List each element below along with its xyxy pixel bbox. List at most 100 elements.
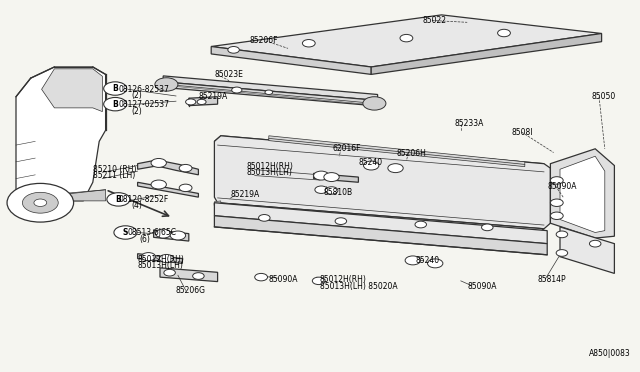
Polygon shape bbox=[160, 268, 218, 282]
Text: 85013H(LH): 85013H(LH) bbox=[246, 168, 292, 177]
Text: 85012H(RH): 85012H(RH) bbox=[246, 162, 293, 171]
Circle shape bbox=[104, 82, 127, 95]
Text: 85012H(RH): 85012H(RH) bbox=[320, 275, 367, 284]
Circle shape bbox=[364, 161, 379, 170]
Polygon shape bbox=[214, 216, 547, 255]
Circle shape bbox=[164, 269, 175, 276]
Circle shape bbox=[400, 34, 413, 42]
Text: 85012H(RH): 85012H(RH) bbox=[138, 255, 184, 264]
Circle shape bbox=[363, 97, 386, 110]
Circle shape bbox=[481, 224, 493, 231]
Polygon shape bbox=[371, 33, 602, 74]
Text: 85090A: 85090A bbox=[547, 182, 577, 190]
Circle shape bbox=[186, 99, 196, 105]
Circle shape bbox=[155, 78, 178, 91]
Circle shape bbox=[114, 226, 137, 239]
Polygon shape bbox=[214, 203, 544, 231]
Text: 85219A: 85219A bbox=[198, 92, 228, 101]
Text: 85240: 85240 bbox=[416, 256, 440, 265]
Polygon shape bbox=[269, 136, 525, 167]
Circle shape bbox=[179, 164, 192, 172]
Polygon shape bbox=[211, 15, 602, 67]
Circle shape bbox=[197, 99, 206, 105]
Polygon shape bbox=[211, 46, 371, 74]
Circle shape bbox=[265, 90, 273, 94]
Text: 08126-82537: 08126-82537 bbox=[118, 85, 169, 94]
Polygon shape bbox=[214, 203, 547, 244]
Text: (6): (6) bbox=[140, 235, 150, 244]
Text: 85240: 85240 bbox=[358, 158, 383, 167]
Text: 85810B: 85810B bbox=[323, 188, 353, 197]
Polygon shape bbox=[189, 97, 218, 106]
Circle shape bbox=[405, 256, 420, 265]
Polygon shape bbox=[16, 67, 106, 201]
Circle shape bbox=[141, 253, 156, 261]
Circle shape bbox=[228, 46, 239, 53]
Polygon shape bbox=[64, 190, 106, 201]
Polygon shape bbox=[560, 156, 605, 232]
Polygon shape bbox=[314, 173, 358, 182]
Circle shape bbox=[22, 192, 58, 213]
Text: B: B bbox=[113, 84, 118, 93]
Circle shape bbox=[325, 187, 338, 194]
Text: A850|0083: A850|0083 bbox=[589, 349, 630, 358]
Circle shape bbox=[556, 231, 568, 238]
Circle shape bbox=[259, 215, 270, 221]
Text: 85814P: 85814P bbox=[538, 275, 566, 284]
Text: 85090A: 85090A bbox=[269, 275, 298, 284]
Circle shape bbox=[179, 184, 192, 192]
Circle shape bbox=[232, 87, 242, 93]
Circle shape bbox=[497, 29, 510, 37]
Text: 85233A: 85233A bbox=[454, 119, 484, 128]
Circle shape bbox=[104, 97, 127, 111]
Circle shape bbox=[193, 273, 204, 279]
Circle shape bbox=[312, 277, 325, 285]
Text: 62016F: 62016F bbox=[333, 144, 362, 153]
Circle shape bbox=[550, 212, 563, 219]
Circle shape bbox=[428, 259, 443, 268]
Circle shape bbox=[34, 199, 47, 206]
Text: S: S bbox=[123, 228, 128, 237]
Circle shape bbox=[550, 199, 563, 206]
Text: 85206F: 85206F bbox=[250, 36, 278, 45]
Polygon shape bbox=[214, 136, 544, 169]
Circle shape bbox=[107, 193, 130, 206]
Text: 85013H(LH) 85020A: 85013H(LH) 85020A bbox=[320, 282, 397, 291]
Polygon shape bbox=[138, 182, 198, 197]
Text: 08120-8252F: 08120-8252F bbox=[118, 195, 169, 204]
Polygon shape bbox=[550, 149, 614, 238]
Text: (4): (4) bbox=[131, 201, 142, 210]
Text: 08513-6J65C: 08513-6J65C bbox=[128, 228, 177, 237]
Circle shape bbox=[255, 273, 268, 281]
Text: 85219A: 85219A bbox=[230, 190, 260, 199]
Polygon shape bbox=[560, 227, 614, 273]
Text: 85211 (LH): 85211 (LH) bbox=[93, 171, 135, 180]
Text: 85050: 85050 bbox=[592, 92, 616, 101]
Polygon shape bbox=[22, 190, 61, 201]
Circle shape bbox=[151, 158, 166, 167]
Text: B: B bbox=[116, 195, 121, 204]
Circle shape bbox=[589, 240, 601, 247]
Text: 85013H(LH): 85013H(LH) bbox=[138, 262, 184, 270]
Text: 85023E: 85023E bbox=[214, 70, 243, 79]
Circle shape bbox=[7, 183, 74, 222]
Text: (2): (2) bbox=[131, 92, 142, 100]
Text: 8508l: 8508l bbox=[512, 128, 534, 137]
Text: 85022: 85022 bbox=[422, 16, 447, 25]
Text: 08127-02537: 08127-02537 bbox=[118, 100, 170, 109]
Text: 85206G: 85206G bbox=[176, 286, 206, 295]
Polygon shape bbox=[138, 160, 198, 175]
Circle shape bbox=[303, 39, 315, 47]
Circle shape bbox=[415, 221, 426, 228]
Text: 85090A: 85090A bbox=[467, 282, 497, 291]
Circle shape bbox=[315, 186, 328, 193]
Text: 85210 (RH): 85210 (RH) bbox=[93, 165, 136, 174]
Circle shape bbox=[550, 177, 563, 184]
Text: B: B bbox=[113, 100, 118, 109]
Polygon shape bbox=[138, 254, 182, 263]
Circle shape bbox=[388, 164, 403, 173]
Polygon shape bbox=[154, 230, 189, 241]
Text: 85206H: 85206H bbox=[397, 149, 427, 158]
Polygon shape bbox=[42, 69, 102, 112]
Text: (2): (2) bbox=[131, 107, 142, 116]
